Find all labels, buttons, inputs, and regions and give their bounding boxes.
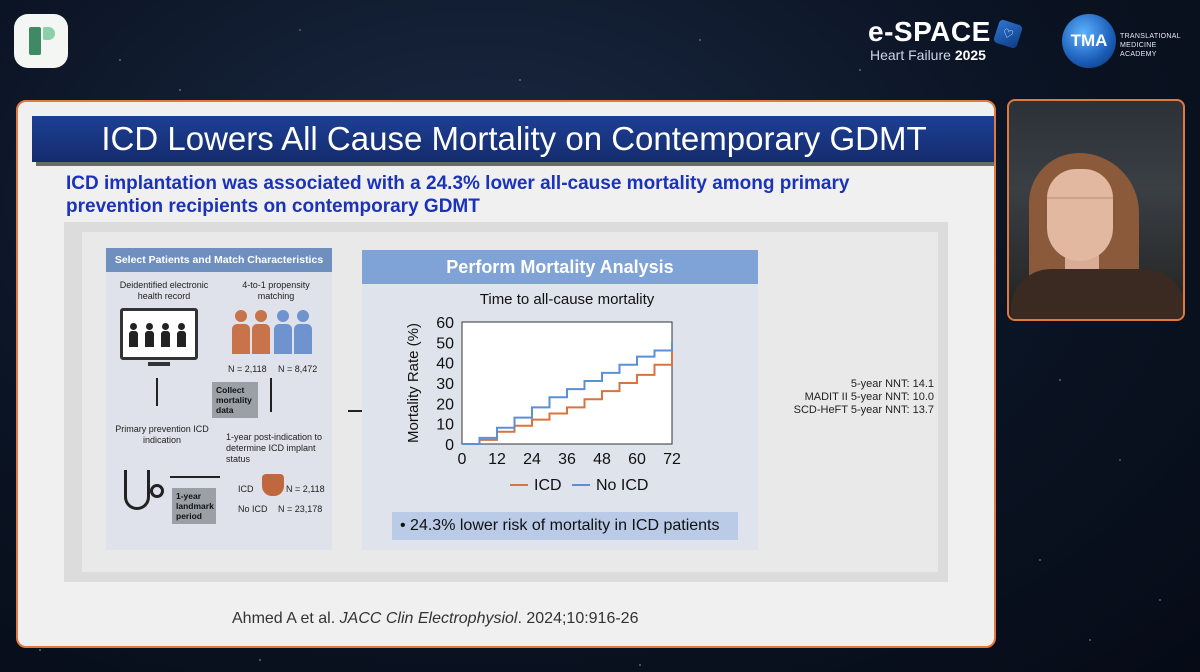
- y-tick-label: 60: [436, 315, 454, 332]
- x-tick-label: 72: [663, 451, 681, 468]
- x-tick-label: 0: [458, 451, 467, 468]
- matching-label: 4-to-1 propensity matching: [242, 280, 310, 301]
- n-icd-match: N = 2,118: [228, 364, 267, 374]
- patient-selection-header: Select Patients and Match Characteristic…: [106, 248, 332, 272]
- tma-globe-icon: TMA: [1062, 14, 1116, 68]
- y-tick-label: 10: [436, 417, 454, 434]
- espace-subtitle-text: Heart Failure: [870, 47, 951, 63]
- citation-authors: Ahmed A et al.: [232, 610, 336, 627]
- noicd-group-n: N = 23,178: [278, 504, 323, 514]
- x-tick-label: 24: [523, 451, 541, 468]
- citation-ref: . 2024;10:916-26: [517, 610, 639, 627]
- nnt-line-3: SCD-HeFT 5-year NNT: 13.7: [793, 404, 934, 416]
- right-arrow: [170, 476, 220, 478]
- mortality-analysis-header: Perform Mortality Analysis: [362, 250, 758, 284]
- noicd-group-label: No ICD: [238, 504, 268, 514]
- citation-journal: JACC Clin Electrophysiol: [339, 610, 518, 627]
- down-arrow: [156, 378, 158, 406]
- ehr-label: Deidentified electronic health record: [119, 280, 209, 301]
- y-tick-label: 0: [445, 437, 454, 454]
- matched-patient-icon: [274, 310, 292, 354]
- plot-area: [461, 321, 673, 445]
- y-tick-label: 20: [436, 396, 454, 413]
- series-line-no-icd: [462, 342, 673, 445]
- up-arrow: [270, 378, 272, 412]
- y-tick-label: 40: [436, 356, 454, 373]
- collect-mortality-box: Collect mortality data: [212, 382, 258, 418]
- x-tick-label: 48: [593, 451, 611, 468]
- person-icon: [161, 323, 170, 347]
- person-icon: [145, 323, 154, 347]
- nnt-line-1: 5-year NNT: 14.1: [850, 378, 934, 390]
- landmark-period-box: 1-year landmark period: [172, 488, 216, 524]
- icd-patient-icon: [232, 310, 250, 354]
- icd-group-label: ICD: [238, 484, 254, 494]
- mortality-analysis-panel: Perform Mortality Analysis Time to all-c…: [362, 250, 758, 550]
- legend-label: No ICD: [596, 477, 648, 494]
- nnt-line-2: MADIT II 5-year NNT: 10.0: [804, 391, 934, 403]
- tma-logo: TMA TRANSLATIONAL MEDICINE ACADEMY: [1062, 12, 1192, 68]
- monitor-icon: [120, 308, 198, 360]
- presentation-slide: ICD Lowers All Cause Mortality on Contem…: [16, 100, 996, 648]
- person-icon: [177, 323, 186, 347]
- monitor-stand: [148, 362, 170, 366]
- slide-title: ICD Lowers All Cause Mortality on Contem…: [32, 116, 994, 162]
- espace-year: 2025: [954, 47, 986, 63]
- legend-label: ICD: [534, 477, 562, 494]
- speaker-webcam[interactable]: [1007, 99, 1185, 321]
- mortality-footnote: • 24.3% lower risk of mortality in ICD p…: [392, 512, 738, 540]
- icd-group-n: N = 2,118: [286, 484, 325, 494]
- icd-patient-icon: [252, 310, 270, 354]
- person-icon: [129, 323, 138, 347]
- chart-title: Time to all-cause mortality: [480, 291, 655, 308]
- primary-prevention-label: Primary prevention ICD indication: [115, 424, 209, 445]
- post-indication-label: 1-year post-indication to determine ICD …: [226, 432, 323, 464]
- stethoscope-icon: [120, 466, 164, 522]
- tma-line2: MEDICINE ACADEMY: [1120, 42, 1157, 58]
- citation: Ahmed A et al. JACC Clin Electrophysiol.…: [232, 610, 638, 628]
- nnt-notes: 5-year NNT: 14.1 MADIT II 5-year NNT: 10…: [758, 378, 934, 417]
- espace-subtitle: Heart Failure 2025: [868, 46, 1038, 64]
- tma-line1: TRANSLATIONAL: [1120, 33, 1181, 40]
- icd-device-icon: [262, 474, 284, 496]
- espace-title: e-SPACE: [868, 16, 991, 47]
- patient-selection-panel: Select Patients and Match Characteristic…: [106, 248, 332, 550]
- y-axis-label: Mortality Rate (%): [405, 323, 422, 443]
- app-logo[interactable]: [14, 14, 68, 68]
- y-tick-label: 30: [436, 376, 454, 393]
- x-tick-label: 36: [558, 451, 576, 468]
- y-tick-label: 50: [436, 335, 454, 352]
- tma-text: TRANSLATIONAL MEDICINE ACADEMY: [1120, 32, 1192, 59]
- espace-logo: e-SPACE Heart Failure 2025 ♡: [868, 18, 1038, 68]
- matched-patient-icon: [294, 310, 312, 354]
- mortality-chart: Time to all-cause mortality0102030405060…: [405, 291, 681, 494]
- slide-subtitle: ICD implantation was associated with a 2…: [66, 173, 850, 217]
- x-tick-label: 12: [488, 451, 506, 468]
- n-noicd-match: N = 8,472: [278, 364, 318, 374]
- x-tick-label: 60: [628, 451, 646, 468]
